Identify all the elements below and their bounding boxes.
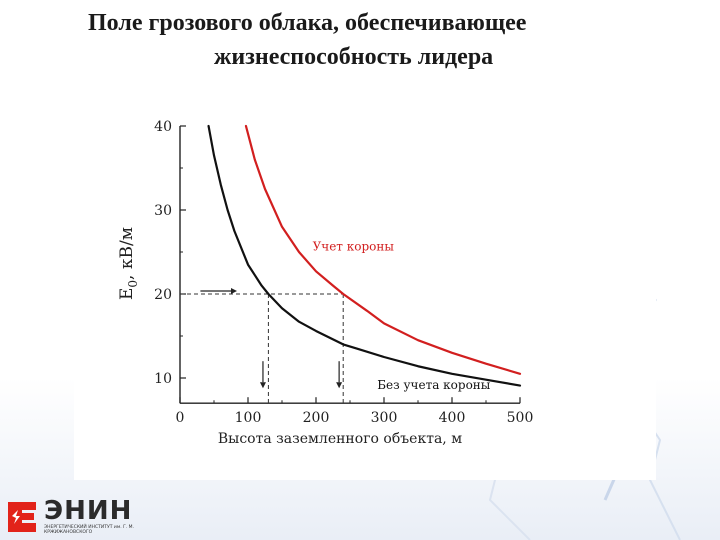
x-tick-label: 100	[235, 410, 262, 426]
x-tick-label: 400	[439, 410, 466, 426]
title-line-2: жизнеспособность лидера	[214, 44, 494, 70]
x-tick-label: 500	[507, 410, 534, 426]
y-tick-label: 10	[154, 371, 172, 387]
logo-mark-icon	[8, 502, 36, 532]
chart-svg: 0 100 200 300 400 500 10 20 30 40 Высота заземленн…	[117, 119, 534, 447]
x-tick-label: 200	[303, 410, 330, 426]
logo: ЭНИН ЭНЕРГЕТИЧЕСКИЙ ИНСТИТУТ им. Г. М. К…	[4, 496, 144, 538]
y-tick-label: 40	[154, 119, 172, 135]
series-line-1	[207, 124, 522, 387]
series-line-2	[244, 124, 522, 375]
x-tick-label: 0	[176, 410, 185, 426]
title-line-1: Поле грозового облака, обеспечивающее	[88, 10, 527, 36]
down-arrow-head-1	[259, 382, 266, 389]
y-tick-label: 30	[154, 203, 172, 219]
y-tick-label: 20	[154, 287, 172, 303]
x-axis-label: Высота заземленного объекта, м	[218, 431, 462, 447]
logo-subtitle: ЭНЕРГЕТИЧЕСКИЙ ИНСТИТУТ им. Г. М. КРЖИЖА…	[44, 525, 134, 535]
x-tick-label: 300	[371, 410, 398, 426]
y-axis-label: E0, кВ/м	[117, 227, 140, 300]
down-arrow-head-2	[336, 382, 343, 389]
series-annotation-2: Без учета короны	[377, 378, 491, 392]
chart-panel: 0 100 200 300 400 500 10 20 30 40 Высота заземленн…	[74, 76, 656, 480]
series-annotation-1: Учет короны	[313, 239, 395, 253]
right-arrow-head	[231, 288, 237, 294]
logo-name: ЭНИН	[44, 496, 133, 526]
